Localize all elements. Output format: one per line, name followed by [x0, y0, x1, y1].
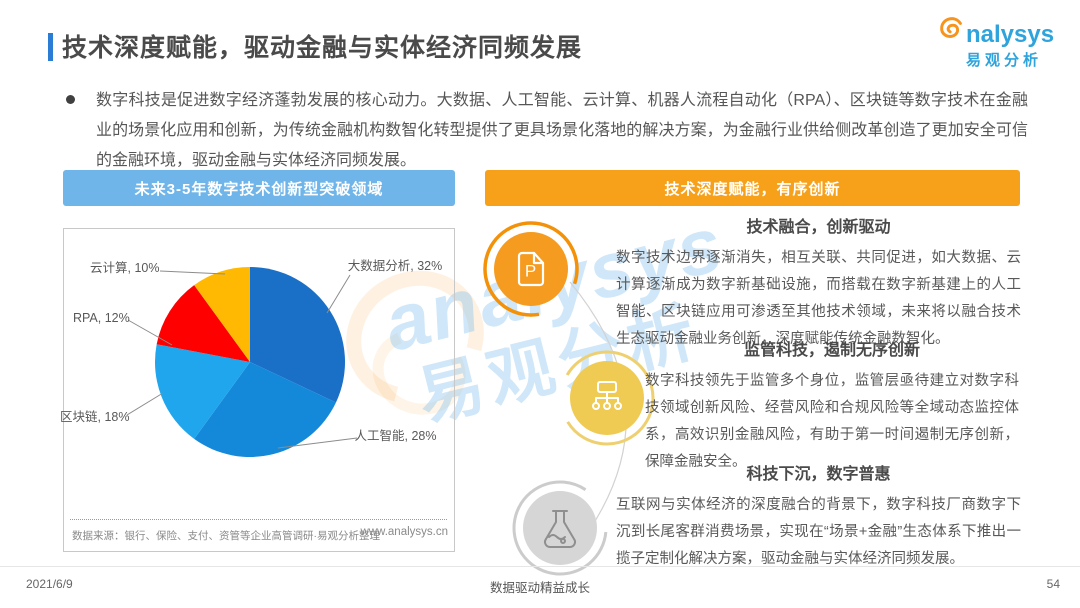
pie-slice-大数据分析 [250, 267, 346, 403]
bullet-icon [66, 95, 75, 104]
footer-divider [0, 566, 1080, 567]
section-body: 数字技术边界逐渐消失，相互关联、共同促进，如大数据、云计算逐渐成为数字新基础设施… [616, 250, 1021, 347]
footer-slogan: 数据驱动精益成长 [489, 581, 590, 595]
icon-circle-3 [523, 491, 597, 565]
pie-chart [154, 267, 346, 458]
logo-text-en: nalysys [966, 21, 1055, 48]
pie-label-bigdata: 大数据分析, 32% [347, 259, 443, 273]
pie-label-rpa: RPA, 12% [73, 311, 130, 325]
ring-arc-1 [483, 221, 579, 317]
footer-date: 2021/6/9 [26, 577, 73, 591]
section-inclusive: 科技下沉，数字普惠 互联网与实体经济的深度融合的背景下，数字科技厂商数字下沉到长… [616, 461, 1021, 573]
website-url: www.analysys.cn [360, 526, 448, 538]
left-panel-header: 未来3-5年数字技术创新型突破领域 [63, 170, 455, 206]
icon-circle-1 [494, 232, 568, 306]
intro-paragraph: 数字科技是促进数字经济蓬勃发展的核心动力。大数据、人工智能、云计算、机器人流程自… [96, 92, 1028, 169]
chart-box [63, 228, 455, 552]
sitemap-icon [592, 381, 622, 410]
analysys-logo: nalysys 易观分析 [938, 16, 1068, 70]
flask-icon [544, 510, 576, 548]
document-p-icon: P [517, 251, 545, 287]
section-title: 监管科技，遏制无序创新 [743, 342, 920, 359]
svg-text:P: P [525, 262, 536, 281]
logo-text-cn: 易观分析 [966, 52, 1043, 69]
right-panel-decoration: P [483, 221, 655, 576]
ring-arc-3 [512, 480, 608, 576]
pie-label-ai: 人工智能, 28% [354, 429, 437, 443]
section-tech-fusion: 技术融合，创新驱动 数字技术边界逐渐消失，相互关联、共同促进，如大数据、云计算逐… [616, 214, 1021, 353]
pie-slice-云计算 [194, 267, 250, 362]
section-title: 技术融合，创新驱动 [746, 219, 891, 236]
pie-slice-人工智能 [194, 362, 336, 458]
source-note: 数据来源：银行、保险、支付、资管等企业高管调研·易观分析整理 [72, 530, 380, 542]
section-body: 互联网与实体经济的深度融合的背景下，数字科技厂商数字下沉到长尾客群消费场景，实现… [616, 497, 1021, 567]
pie-label-cloud: 云计算, 10% [90, 261, 160, 275]
page-title: 技术深度赋能，驱动金融与实体经济同频发展 [62, 34, 583, 62]
section-title: 科技下沉，数字普惠 [746, 466, 891, 483]
section-body: 数字科技领先于监管多个身位，监管层亟待建立对数字科技领域创新风险、经营风险和合规… [645, 373, 1019, 470]
section-regtech: 监管科技，遏制无序创新 数字科技领先于监管多个身位，监管层亟待建立对数字科技领域… [645, 337, 1019, 476]
pie-slice-RPA [156, 285, 250, 362]
title-accent-bar [48, 33, 53, 61]
right-panel-header: 技术深度赋能，有序创新 [485, 170, 1020, 206]
pie-slice-区块链 [154, 344, 250, 439]
source-separator [70, 519, 447, 520]
page-number: 54 [1046, 577, 1060, 591]
pie-label-blockchain: 区块链, 18% [60, 410, 130, 424]
ring-arc-2 [559, 350, 655, 446]
analysys-swirl-icon [938, 16, 966, 47]
